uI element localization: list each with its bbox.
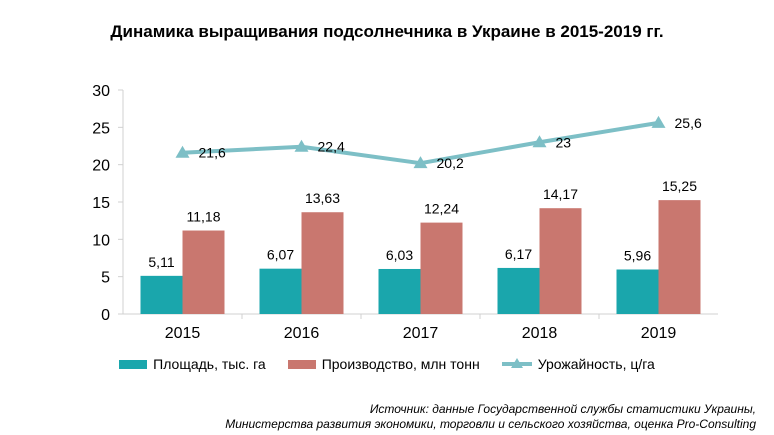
bar-production bbox=[539, 208, 582, 314]
y-tick-label: 30 bbox=[92, 83, 110, 100]
y-tick-label: 5 bbox=[101, 270, 110, 287]
legend: Площадь, тыс. га Производство, млн тонн … bbox=[0, 356, 774, 372]
chart-title: Динамика выращивания подсолнечника в Укр… bbox=[110, 22, 664, 41]
yield-marker bbox=[294, 139, 309, 152]
source-note: Источник: данные Государственной службы … bbox=[225, 402, 756, 432]
bar-data-label: 12,24 bbox=[424, 201, 459, 217]
yield-data-label: 23 bbox=[556, 134, 572, 150]
bar-data-label: 6,07 bbox=[267, 247, 294, 263]
yield-data-label: 25,6 bbox=[675, 115, 702, 131]
x-tick-label: 2017 bbox=[403, 325, 439, 342]
legend-swatch-yield bbox=[501, 358, 532, 368]
source-line-2: Министерства развития экономики, торговл… bbox=[225, 417, 756, 431]
chart-svg: 0 5 10 15 20 25 30 2015 5,11 11,18 2016 6,07 13,63 20… bbox=[92, 83, 718, 342]
legend-label-area: Площадь, тыс. га bbox=[153, 356, 266, 372]
yield-marker bbox=[651, 115, 666, 128]
y-tick-label: 10 bbox=[92, 232, 110, 249]
y-tick-label: 25 bbox=[92, 120, 110, 137]
bar-data-label: 11,18 bbox=[187, 209, 221, 225]
x-tick-label: 2019 bbox=[641, 325, 677, 342]
bar-production bbox=[301, 212, 344, 314]
bar-data-label: 6,03 bbox=[386, 247, 413, 263]
yield-marker bbox=[532, 135, 547, 148]
bar-area bbox=[140, 275, 183, 314]
bar-area bbox=[497, 267, 540, 314]
legend-label-yield: Урожайность, ц/га bbox=[537, 356, 655, 372]
legend-swatch-production bbox=[287, 359, 316, 369]
bar-production bbox=[420, 222, 463, 314]
bar-data-label: 15,25 bbox=[662, 178, 697, 194]
source-line-1: Источник: данные Государственной службы … bbox=[369, 402, 756, 416]
x-tick-label: 2018 bbox=[522, 325, 558, 342]
bar-data-label: 14,17 bbox=[543, 186, 578, 202]
bar-data-label: 5,11 bbox=[148, 254, 174, 270]
x-tick-label: 2015 bbox=[165, 325, 201, 342]
bar-area bbox=[259, 268, 302, 314]
legend-item-production: Производство, млн тонн bbox=[287, 356, 480, 372]
yield-data-label: 20,2 bbox=[437, 155, 464, 171]
yield-marker bbox=[413, 156, 428, 169]
bar-production bbox=[658, 200, 701, 314]
y-tick-label: 15 bbox=[92, 195, 110, 212]
bar-area bbox=[378, 268, 421, 314]
legend-label-production: Производство, млн тонн bbox=[321, 356, 480, 372]
bar-production bbox=[182, 230, 225, 314]
bar-data-label: 13,63 bbox=[305, 190, 340, 206]
x-tick-label: 2016 bbox=[284, 325, 320, 342]
yield-data-label: 21,6 bbox=[199, 145, 226, 161]
yield-data-label: 22,4 bbox=[318, 139, 345, 155]
bar-data-label: 6,17 bbox=[505, 246, 532, 262]
y-tick-label: 0 bbox=[101, 307, 110, 324]
y-tick-label: 20 bbox=[92, 158, 110, 175]
legend-item-yield: Урожайность, ц/га bbox=[501, 356, 655, 372]
bar-data-label: 5,96 bbox=[624, 247, 651, 263]
legend-swatch-area bbox=[119, 359, 148, 369]
legend-item-area: Площадь, тыс. га bbox=[119, 356, 266, 372]
yield-marker bbox=[175, 145, 190, 158]
bar-area bbox=[616, 269, 659, 314]
